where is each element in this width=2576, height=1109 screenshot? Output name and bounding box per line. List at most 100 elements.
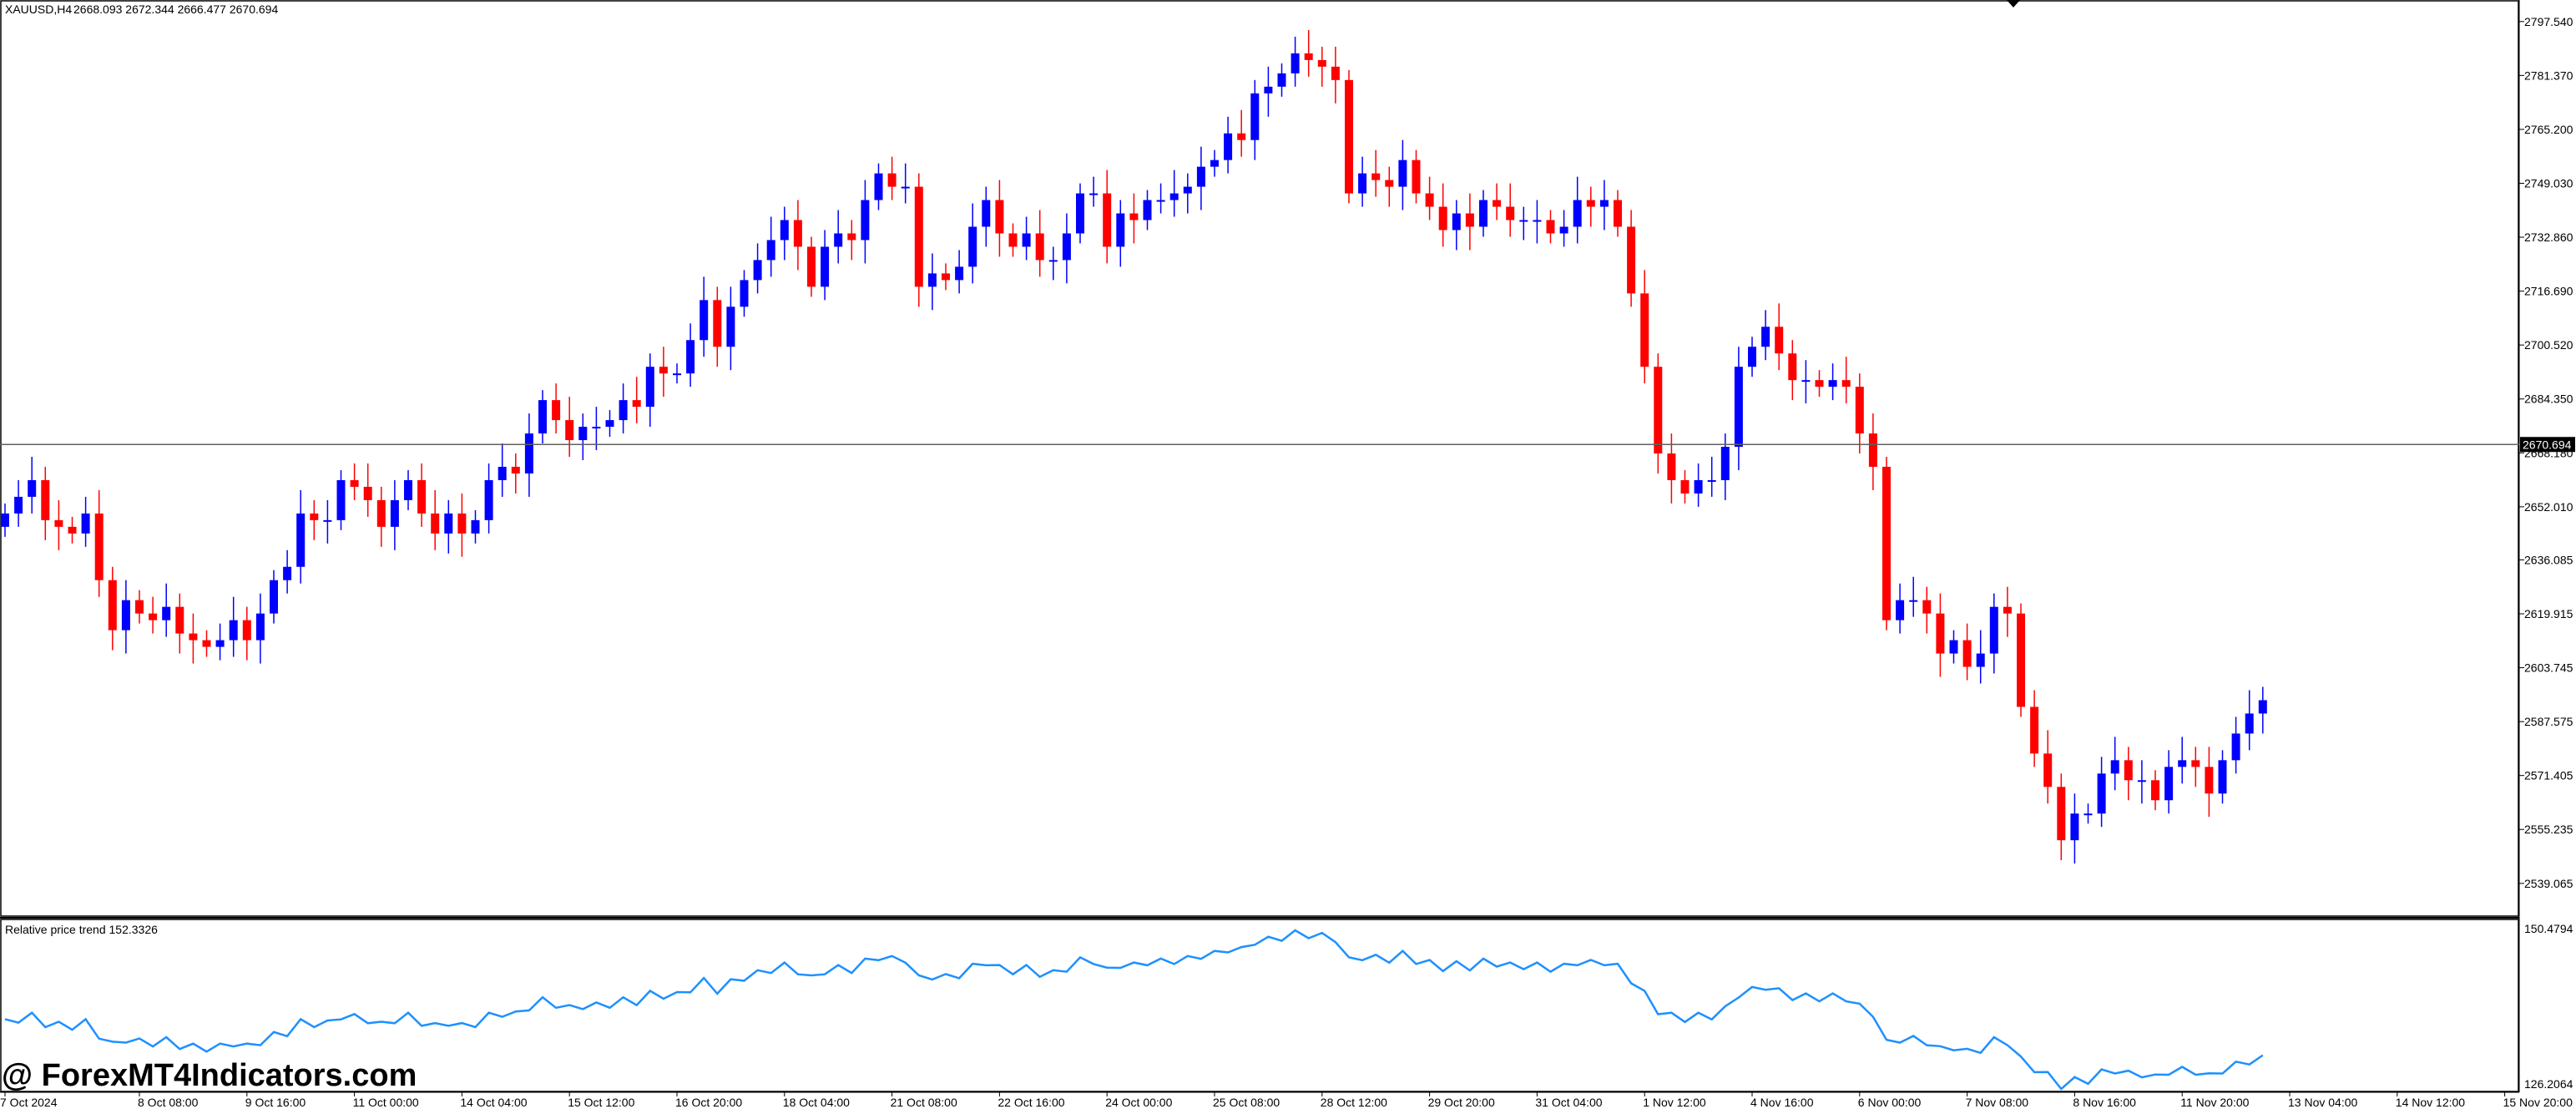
candle-body [766, 240, 775, 261]
candle-body [175, 606, 184, 634]
candle-body [1506, 206, 1515, 220]
candle-bullish [81, 496, 90, 547]
candle-bullish [2231, 717, 2240, 774]
candle-bullish [1720, 433, 1730, 500]
candle-bullish [1250, 79, 1260, 160]
candle-body [753, 260, 762, 281]
candle-body [2124, 760, 2133, 781]
candle-bearish [552, 383, 561, 434]
candle-body [1196, 166, 1205, 187]
candle-bearish [1815, 370, 1824, 398]
candles-group [1, 29, 2267, 864]
candle-bearish [2043, 730, 2053, 804]
candle-body [1788, 353, 1797, 381]
current-price-label: 2670.694 [2523, 438, 2572, 451]
candle-body [645, 367, 654, 408]
candle-bearish [565, 397, 574, 458]
candle-bullish [1694, 463, 1703, 507]
candle-body [1841, 380, 1851, 387]
chart-shift-marker[interactable] [2007, 0, 2020, 8]
candle-body [68, 526, 77, 534]
candle-body [578, 427, 588, 441]
candle-bearish [914, 173, 923, 307]
candle-body [1264, 86, 1273, 94]
candle-bullish [740, 270, 749, 317]
candle-body [121, 600, 130, 630]
candle-body [1882, 466, 1891, 620]
candle-body [2178, 760, 2187, 767]
candle-body [417, 479, 427, 514]
candle-bullish [323, 499, 332, 544]
candle-bullish [1573, 176, 1582, 244]
candle-body [404, 479, 412, 500]
y-tick-label: 2781.370 [2524, 68, 2573, 82]
candle-body [28, 479, 37, 497]
candle-body [2070, 813, 2079, 841]
candle-body [968, 226, 977, 267]
candle-body [995, 200, 1004, 234]
y-tick-label: 2700.520 [2524, 338, 2573, 352]
candle-bearish [1962, 623, 1972, 681]
candle-body [255, 613, 265, 641]
candle-body [2205, 767, 2214, 794]
candle-body [632, 400, 641, 408]
candle-bearish [2205, 747, 2214, 818]
time-axis: 7 Oct 2024 8 Oct 08:00 9 Oct 16:00 11 Oct 0… [0, 1092, 2573, 1109]
candle-body [229, 620, 238, 641]
candle-body [1331, 66, 1340, 80]
candle-body [2218, 760, 2227, 794]
candle-body [1250, 93, 1260, 140]
candle-bullish [1062, 213, 1071, 284]
x-tick-label: 21 Oct 08:00 [891, 1096, 957, 1109]
candle-body [1398, 160, 1407, 187]
candle-bullish [2218, 750, 2227, 804]
candle-body [390, 499, 399, 527]
candle-bearish [1035, 210, 1044, 277]
candle-body [1519, 220, 1528, 222]
candle-bullish [1479, 190, 1488, 237]
candle-body [1855, 387, 1864, 434]
candle-body [2057, 787, 2066, 841]
candle-bearish [417, 463, 427, 527]
candle-body [1573, 200, 1582, 227]
candle-body [1062, 233, 1071, 261]
candle-bullish [28, 457, 37, 514]
main-chart-frame [0, 0, 2520, 1093]
ohlc-label: 2668.093 2672.344 2666.477 2670.694 [73, 3, 278, 16]
candle-bullish [1143, 190, 1152, 230]
candle-body [135, 600, 144, 614]
candle-body [54, 519, 63, 527]
candle-bearish [1841, 357, 1851, 404]
candle-body [1909, 600, 1918, 602]
candle-bearish [1586, 186, 1595, 227]
candle-body [552, 400, 561, 421]
candle-body [1815, 380, 1824, 387]
candle-bearish [54, 499, 63, 550]
symbol-label: XAUUSD,H4 [5, 3, 72, 16]
candle-bullish [1989, 593, 1998, 674]
y-tick-label: 2684.350 [2524, 392, 2573, 406]
candle-bearish [350, 463, 359, 500]
candle-body [2245, 713, 2254, 734]
candle-bullish [498, 443, 507, 497]
candle-bullish [753, 243, 762, 294]
candle-bearish [363, 463, 372, 517]
x-tick-label: 14 Oct 04:00 [460, 1096, 527, 1109]
x-tick-label: 11 Oct 00:00 [353, 1096, 419, 1109]
candle-bearish [793, 200, 802, 271]
candle-body [686, 340, 695, 374]
candle-body [296, 513, 306, 567]
candle-body [1640, 293, 1649, 367]
x-tick-label: 8 Oct 08:00 [138, 1096, 199, 1109]
candle-bullish [1183, 173, 1192, 214]
candle-body [1371, 173, 1381, 180]
candle-body [673, 373, 681, 376]
candle-body [431, 513, 440, 534]
candle-body [2231, 733, 2240, 761]
candle-body [1694, 479, 1703, 494]
candle-bullish [982, 186, 991, 247]
candle-bullish [700, 276, 709, 357]
candle-bearish [807, 236, 816, 297]
candle-bullish [471, 509, 480, 544]
candle-body [955, 266, 964, 281]
